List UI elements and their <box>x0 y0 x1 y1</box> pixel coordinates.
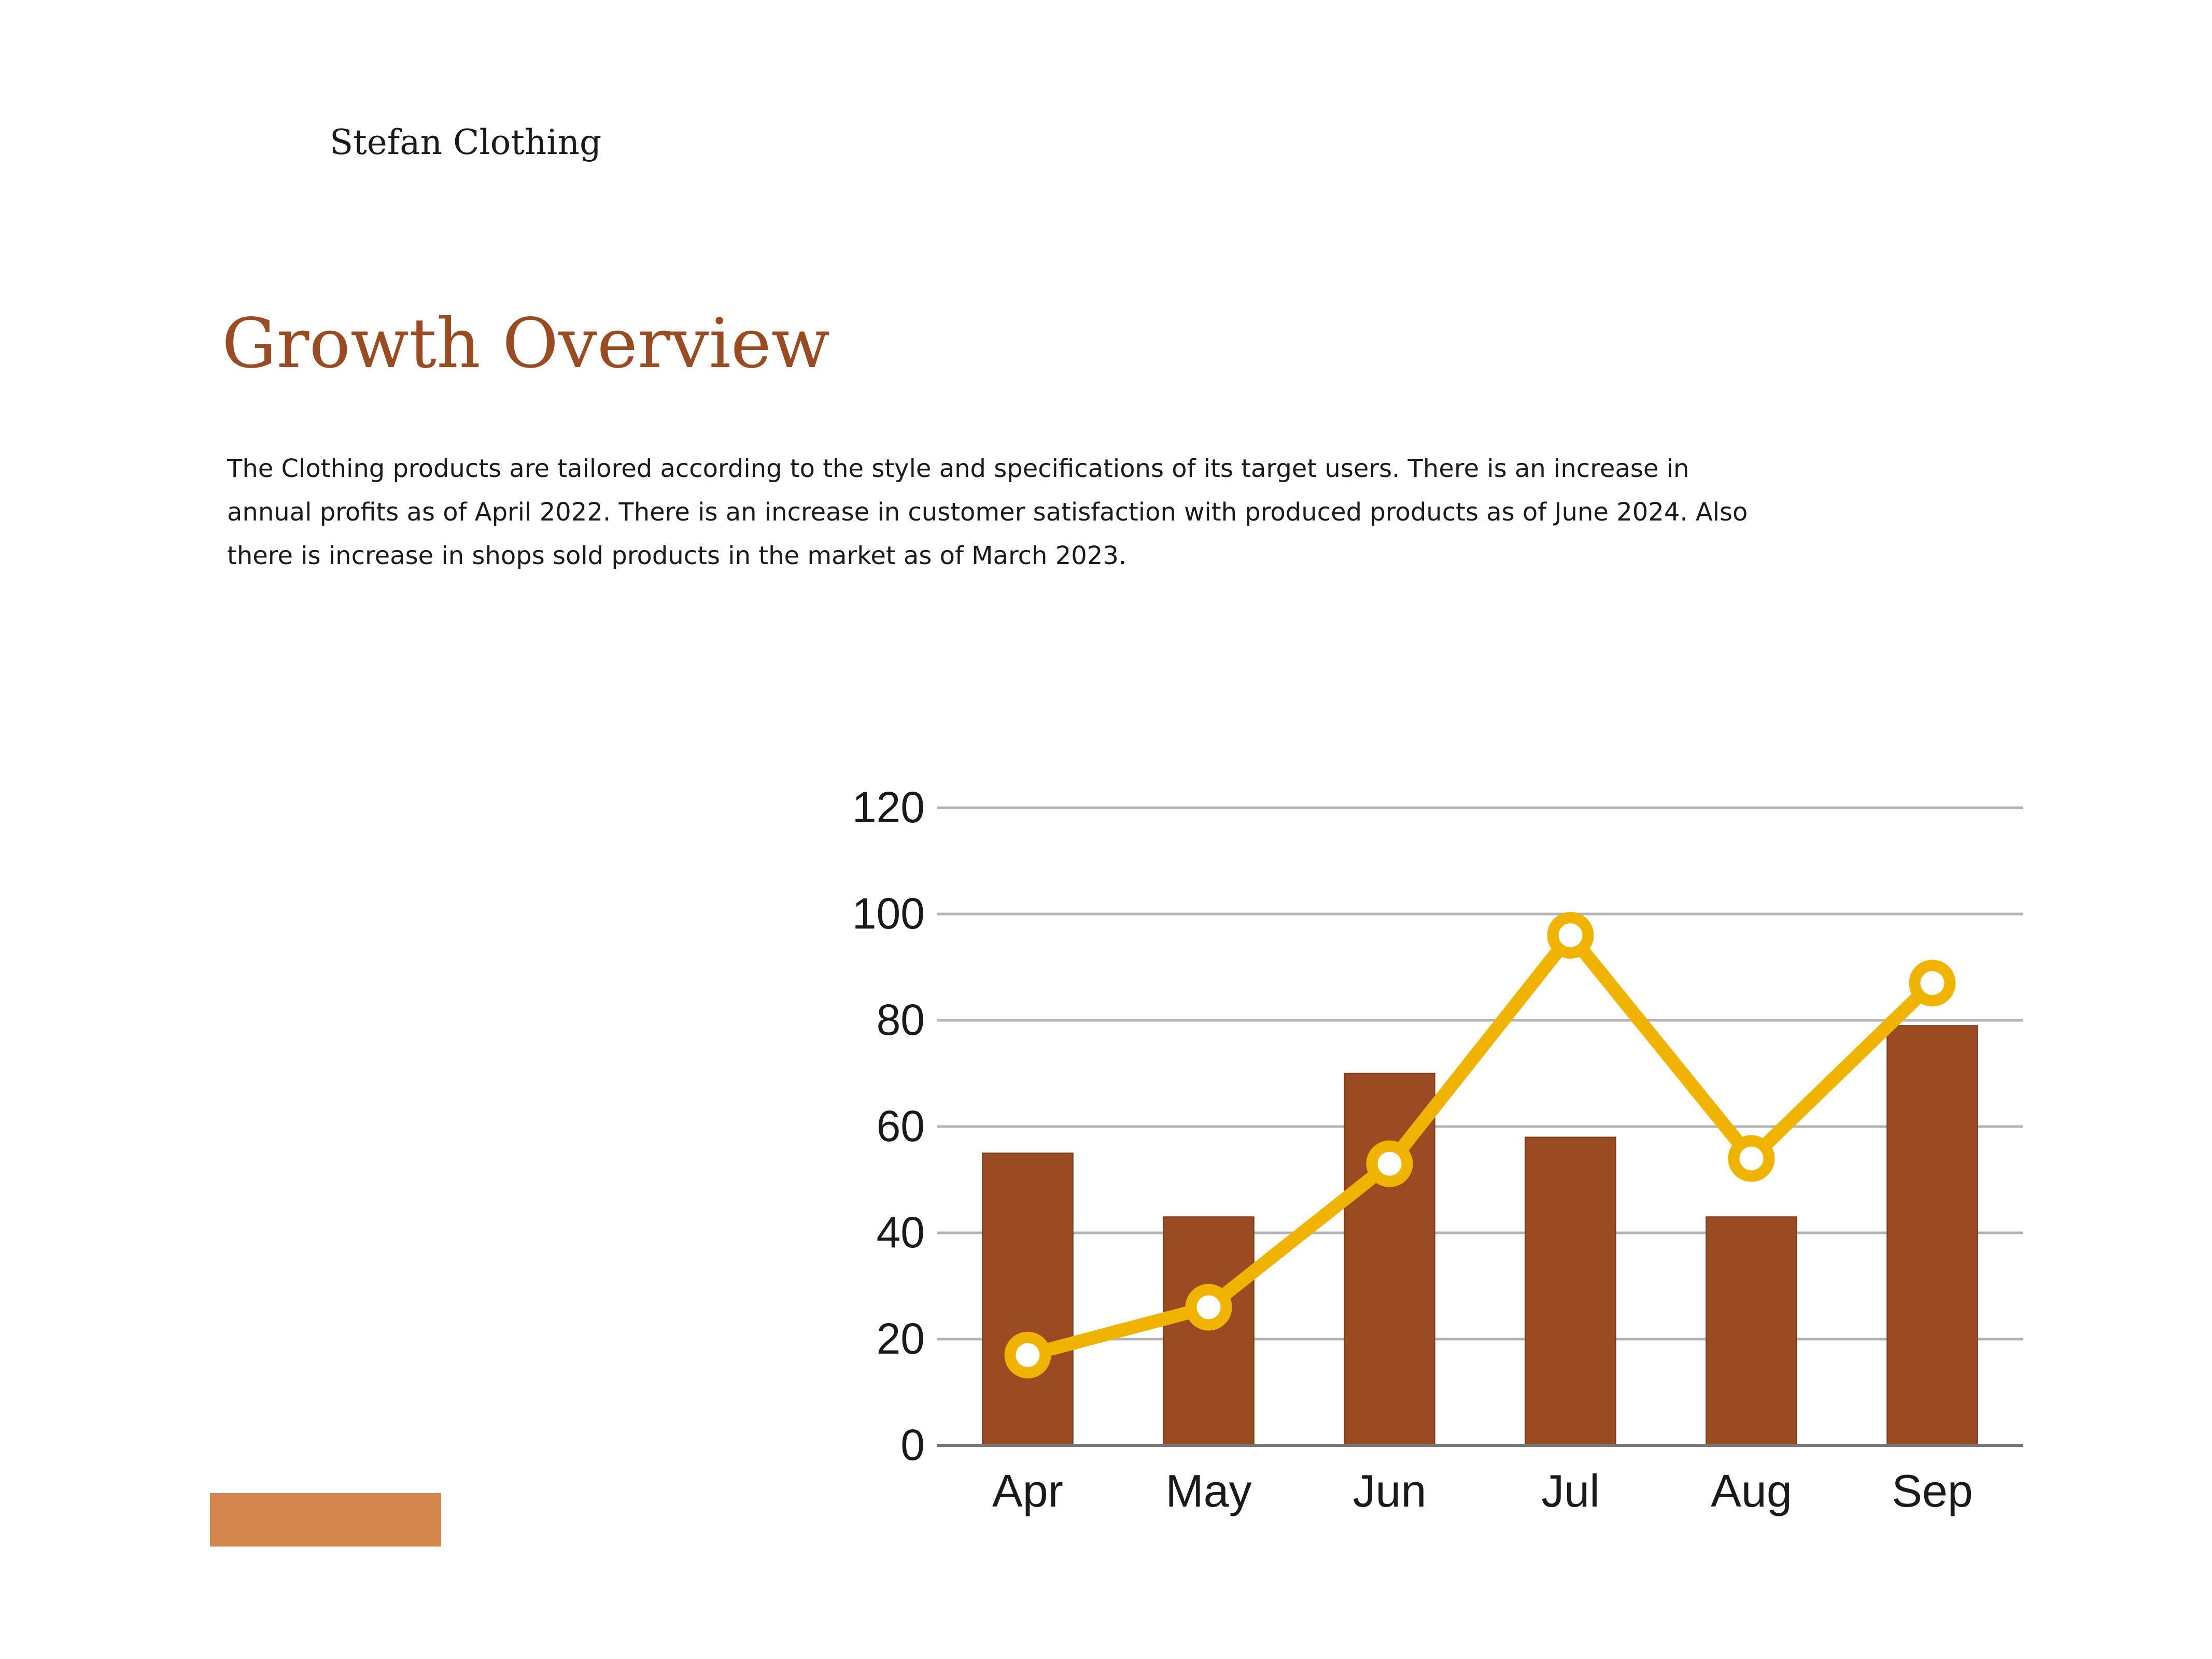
y-tick-label: 20 <box>877 1314 925 1363</box>
x-tick-label: May <box>1165 1465 1251 1516</box>
x-tick-label: Apr <box>992 1465 1063 1516</box>
accent-bar <box>210 1493 441 1546</box>
combo-chart: 0 20 40 60 80 100 120 Apr May Jun Jul Aug Sep <box>852 783 2023 1516</box>
bars <box>982 1025 1978 1446</box>
y-tick-label: 100 <box>852 889 925 938</box>
point-jun <box>1366 1140 1413 1187</box>
y-axis-ticks: 0 20 40 60 80 100 120 <box>852 783 925 1469</box>
y-tick-label: 80 <box>877 995 925 1044</box>
bar-aug <box>1706 1216 1797 1446</box>
y-tick-label: 120 <box>852 783 925 832</box>
x-axis-labels: Apr May Jun Jul Aug Sep <box>992 1465 1973 1516</box>
y-tick-label: 60 <box>877 1102 925 1150</box>
bar-sep <box>1886 1025 1978 1446</box>
x-tick-label: Jul <box>1541 1465 1600 1516</box>
brand-name: Stefan Clothing <box>330 122 602 162</box>
x-tick-label: Sep <box>1892 1465 1973 1516</box>
point-sep <box>1909 960 1956 1007</box>
trend-line-path <box>1021 929 1939 1362</box>
point-may <box>1185 1284 1232 1331</box>
y-tick-label: 40 <box>877 1208 925 1257</box>
x-tick-label: Aug <box>1711 1465 1792 1516</box>
point-aug <box>1728 1135 1775 1182</box>
bar-apr <box>982 1152 1074 1446</box>
trend-line <box>1004 912 1956 1379</box>
point-apr <box>1004 1331 1051 1379</box>
description-paragraph: The Clothing products are tailored accor… <box>227 454 1748 570</box>
y-tick-label: 0 <box>900 1421 925 1469</box>
gridlines <box>937 806 2023 1341</box>
bar-may <box>1163 1216 1255 1446</box>
x-tick-label: Jun <box>1353 1465 1427 1516</box>
point-jul <box>1547 912 1594 959</box>
page-title: Growth Overview <box>222 304 830 384</box>
bar-jul <box>1525 1136 1616 1446</box>
